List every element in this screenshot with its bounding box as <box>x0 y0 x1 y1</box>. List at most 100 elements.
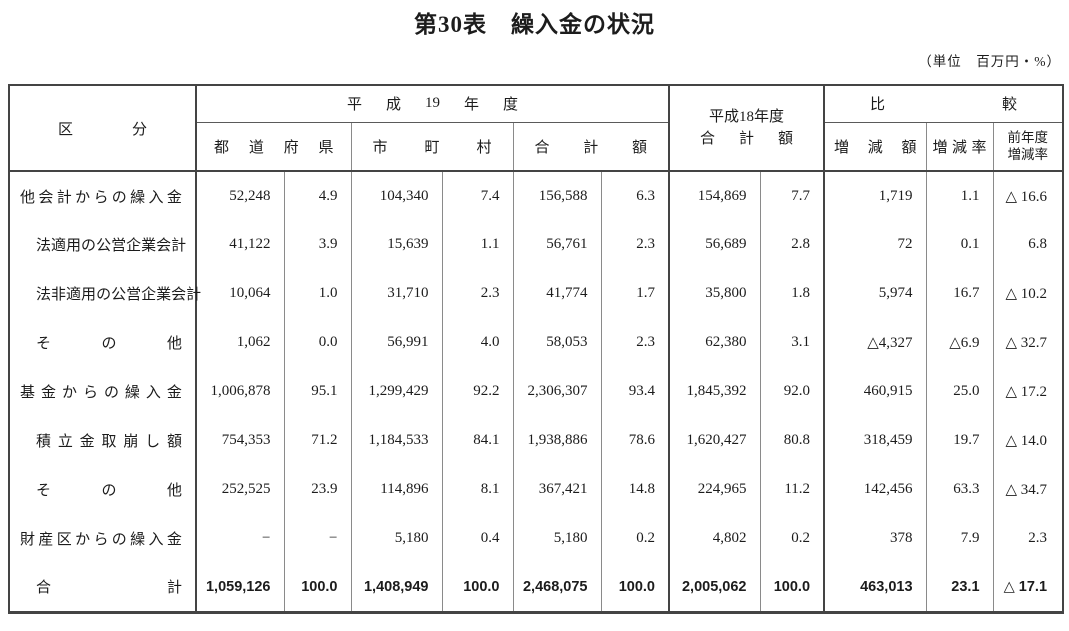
table-cell: 62,380 <box>668 318 760 367</box>
header-fy-h19-group: 平成 19 年度 <box>195 85 669 123</box>
table-cell: 100.0 <box>759 563 825 612</box>
table-cell: 2,468,075 <box>512 563 601 612</box>
table-cell: 10,064 <box>195 269 284 318</box>
table-cell: 35,800 <box>668 269 760 318</box>
row-label: 法非適用の公営企業会計 <box>36 287 202 303</box>
table-cell: 56,689 <box>668 220 760 269</box>
page-title: 第30表 繰入金の状況 <box>414 12 655 37</box>
table-cell: 15,639 <box>350 220 442 269</box>
table-row-total: 合計 1,059,126 100.0 1,408,949 100.0 2,468,075 1… <box>9 563 1064 612</box>
table-cell: 71.2 <box>283 416 351 465</box>
table-cell: 92.2 <box>441 367 513 416</box>
table-cell: 1.8 <box>759 269 825 318</box>
table-body: 他会計からの繰入金 52,248 4.9 104,340 7.4 156,588 6.3 15… <box>9 171 1064 612</box>
table-cell: 31,710 <box>350 269 442 318</box>
table-cell: 104,340 <box>350 171 442 220</box>
table-cell: △ 17.1 <box>992 563 1064 612</box>
header-prefectures: 都道府県 <box>195 122 351 172</box>
table-cell: 114,896 <box>350 465 442 514</box>
table-cell: 2,005,062 <box>668 563 760 612</box>
table-cell: 4,802 <box>668 514 760 563</box>
table-cell: 7.7 <box>759 171 825 220</box>
table-cell: − <box>283 514 351 563</box>
table-cell: 4.9 <box>283 171 351 220</box>
table-cell: 463,013 <box>823 563 927 612</box>
table-cell: 460,915 <box>823 367 927 416</box>
table-row: その他 252,525 23.9 114,896 8.1 367,421 14.8 224,9… <box>9 465 1064 514</box>
table-row: 法非適用の公営企業会計 10,064 1.0 31,710 2.3 41,774 1.7 35… <box>9 269 1064 318</box>
table-cell: 754,353 <box>195 416 284 465</box>
header-prev-year-line1: 前年度 <box>1007 129 1049 145</box>
table-cell: 318,459 <box>823 416 927 465</box>
header-fy-h18-total: 平成18年度 合計額 <box>667 85 825 172</box>
header-fy-h18-line2: 合計額 <box>700 131 794 147</box>
table-cell: △ 14.0 <box>992 416 1064 465</box>
table-cell: 84.1 <box>441 416 513 465</box>
table-cell: 1.1 <box>925 171 994 220</box>
row-label: 合計 <box>36 579 182 597</box>
table-cell: 72 <box>823 220 927 269</box>
header-municipalities: 市町村 <box>350 122 513 172</box>
table-cell: 56,991 <box>350 318 442 367</box>
table-cell: 95.1 <box>283 367 351 416</box>
table-cell: 11.2 <box>759 465 825 514</box>
table-row: 基金からの繰入金 1,006,878 95.1 1,299,429 92.2 2,306,… <box>9 367 1064 416</box>
table-cell: 41,122 <box>195 220 284 269</box>
table-cell: △6.9 <box>925 318 994 367</box>
table-cell: 7.9 <box>925 514 994 563</box>
table-cell: △ 17.2 <box>992 367 1064 416</box>
table-cell: 0.2 <box>600 514 669 563</box>
transfer-funds-table: 区分 平成 19 年度 平成18年度 合計額 比較 都道府県 市町村 <box>8 84 1065 614</box>
table-cell: 25.0 <box>925 367 994 416</box>
row-label: その他 <box>36 483 182 499</box>
table-cell: 0.4 <box>441 514 513 563</box>
table-row: その他 1,062 0.0 56,991 4.0 58,053 2.3 62,380 3.1 △4… <box>9 318 1064 367</box>
table-cell: 1,938,886 <box>512 416 601 465</box>
header-prev-year-line2: 増減率 <box>1007 147 1049 163</box>
table-cell: 5,180 <box>512 514 601 563</box>
table-cell: 1.0 <box>283 269 351 318</box>
table-cell: − <box>195 514 284 563</box>
table-cell: 1,620,427 <box>668 416 760 465</box>
table-row: 他会計からの繰入金 52,248 4.9 104,340 7.4 156,588 6.3 15… <box>9 171 1064 220</box>
table-cell: 1,408,949 <box>350 563 442 612</box>
table-cell: 142,456 <box>823 465 927 514</box>
header-total-amount: 合計額 <box>512 122 669 172</box>
table-cell: 100.0 <box>600 563 669 612</box>
table-cell: 23.9 <box>283 465 351 514</box>
table-cell: 19.7 <box>925 416 994 465</box>
table-cell: 58,053 <box>512 318 601 367</box>
table-cell: 1,299,429 <box>350 367 442 416</box>
table-cell: 1,719 <box>823 171 927 220</box>
header-change-amount: 増減額 <box>823 122 927 172</box>
table-cell: △ 16.6 <box>992 171 1064 220</box>
table-cell: 5,180 <box>350 514 442 563</box>
table-cell: 23.1 <box>925 563 994 612</box>
table-cell: 378 <box>823 514 927 563</box>
table-cell: 2.3 <box>992 514 1064 563</box>
table-cell: △ 32.7 <box>992 318 1064 367</box>
table-cell: △4,327 <box>823 318 927 367</box>
row-label: 積立金取崩し額 <box>36 434 182 450</box>
unit-note: （単位 百万円・%） <box>918 54 1061 69</box>
table-cell: 0.1 <box>925 220 994 269</box>
header-fy-h18-line1: 平成18年度 <box>709 108 785 125</box>
table-cell: 0.2 <box>759 514 825 563</box>
table-cell: 1,184,533 <box>350 416 442 465</box>
table-cell: 2.3 <box>600 220 669 269</box>
row-label: 財産区からの繰入金 <box>20 532 182 548</box>
table-cell: 3.9 <box>283 220 351 269</box>
table-cell: 2,306,307 <box>512 367 601 416</box>
table-cell: 1.1 <box>441 220 513 269</box>
table-cell: 1.7 <box>600 269 669 318</box>
table-cell: 4.0 <box>441 318 513 367</box>
table-cell: 2.3 <box>441 269 513 318</box>
table-cell: 6.8 <box>992 220 1064 269</box>
table-cell: 52,248 <box>195 171 284 220</box>
table-cell: △ 34.7 <box>992 465 1064 514</box>
table-cell: 78.6 <box>600 416 669 465</box>
table-cell: 63.3 <box>925 465 994 514</box>
table-cell: 1,059,126 <box>195 563 284 612</box>
table-cell: △ 10.2 <box>992 269 1064 318</box>
